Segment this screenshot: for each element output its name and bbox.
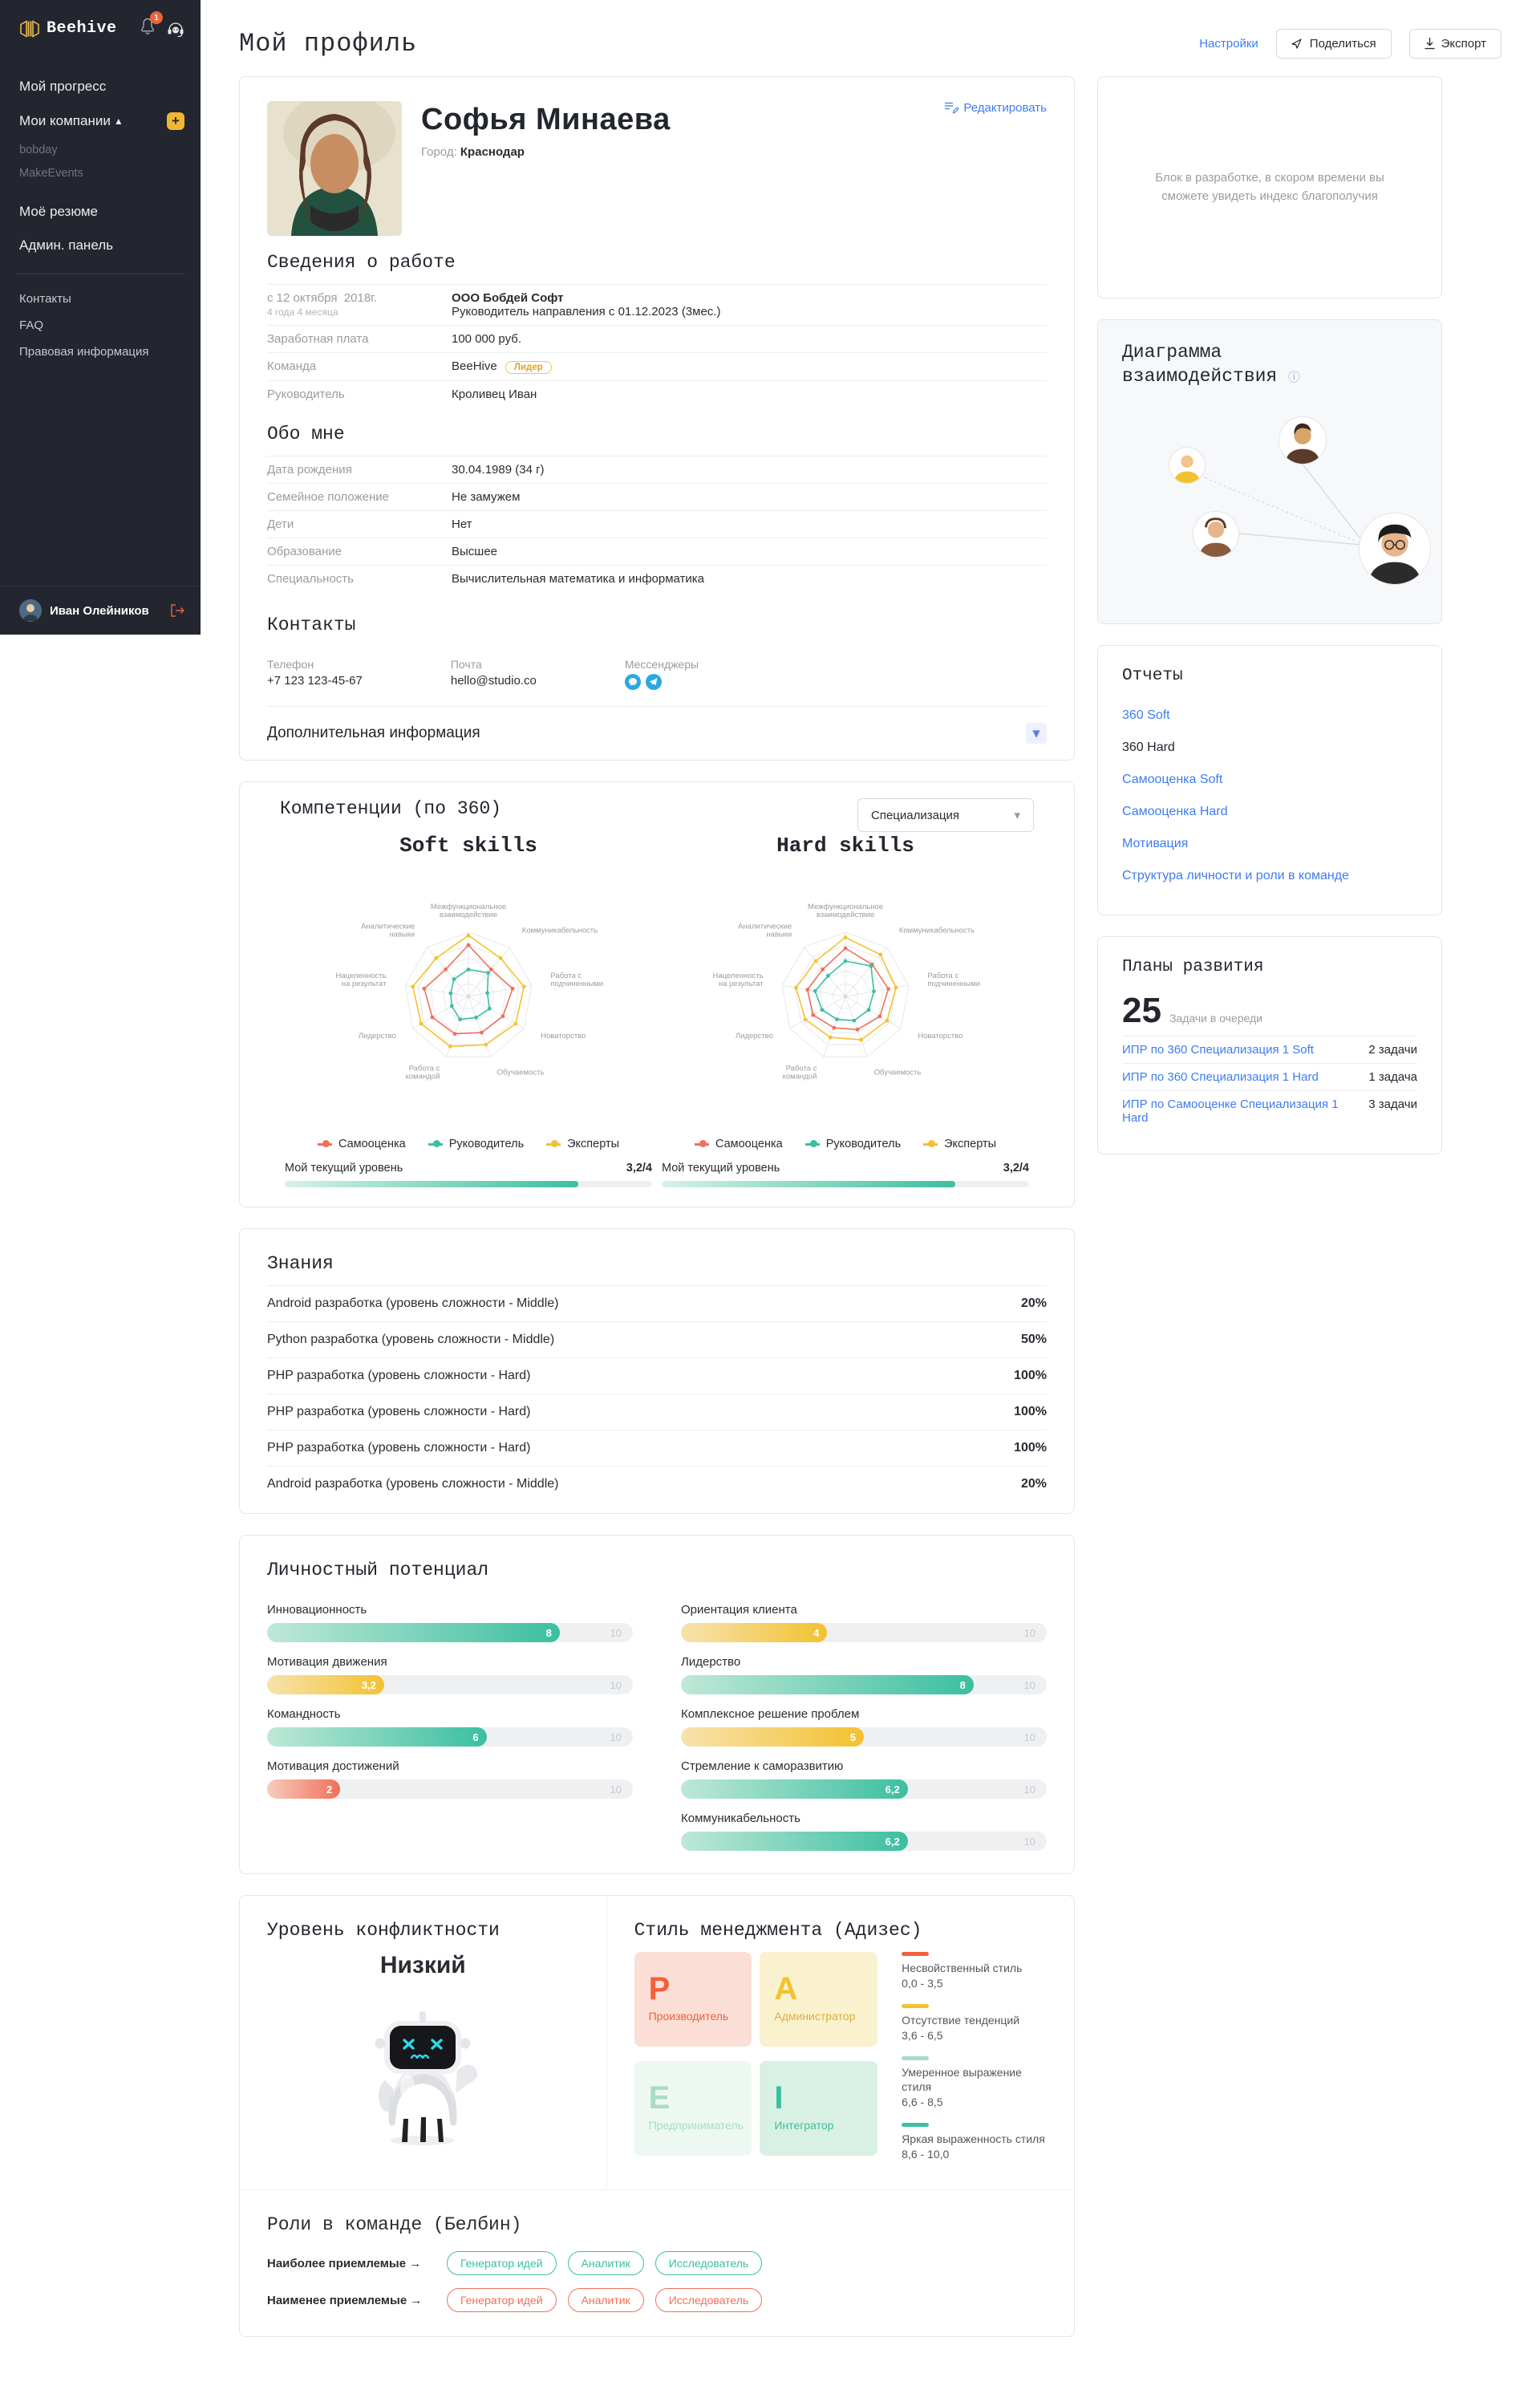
svg-text:навыки: навыки [389,930,415,939]
svg-text:взаимодействие: взаимодействие [817,911,874,919]
svg-text:на результат: на результат [342,980,387,988]
svg-text:Коммуникабельность: Коммуникабельность [522,926,598,935]
svg-text:на результат: на результат [719,980,764,988]
svg-text:Коммуникабельность: Коммуникабельность [899,926,975,935]
svg-text:Новаторство: Новаторство [918,1032,962,1041]
svg-text:командой: командой [783,1073,817,1081]
svg-text:командой: командой [406,1073,440,1081]
svg-text:подчиненными: подчиненными [927,980,980,988]
svg-text:Лидерство: Лидерство [359,1032,396,1041]
svg-text:взаимодействие: взаимодействие [440,911,497,919]
svg-text:подчиненными: подчиненными [550,980,603,988]
svg-text:Обучаемость: Обучаемость [874,1069,922,1077]
svg-text:Лидерство: Лидерство [736,1032,773,1041]
svg-text:Новаторство: Новаторство [541,1032,586,1041]
svg-text:Обучаемость: Обучаемость [497,1069,545,1077]
svg-text:навыки: навыки [766,930,792,939]
